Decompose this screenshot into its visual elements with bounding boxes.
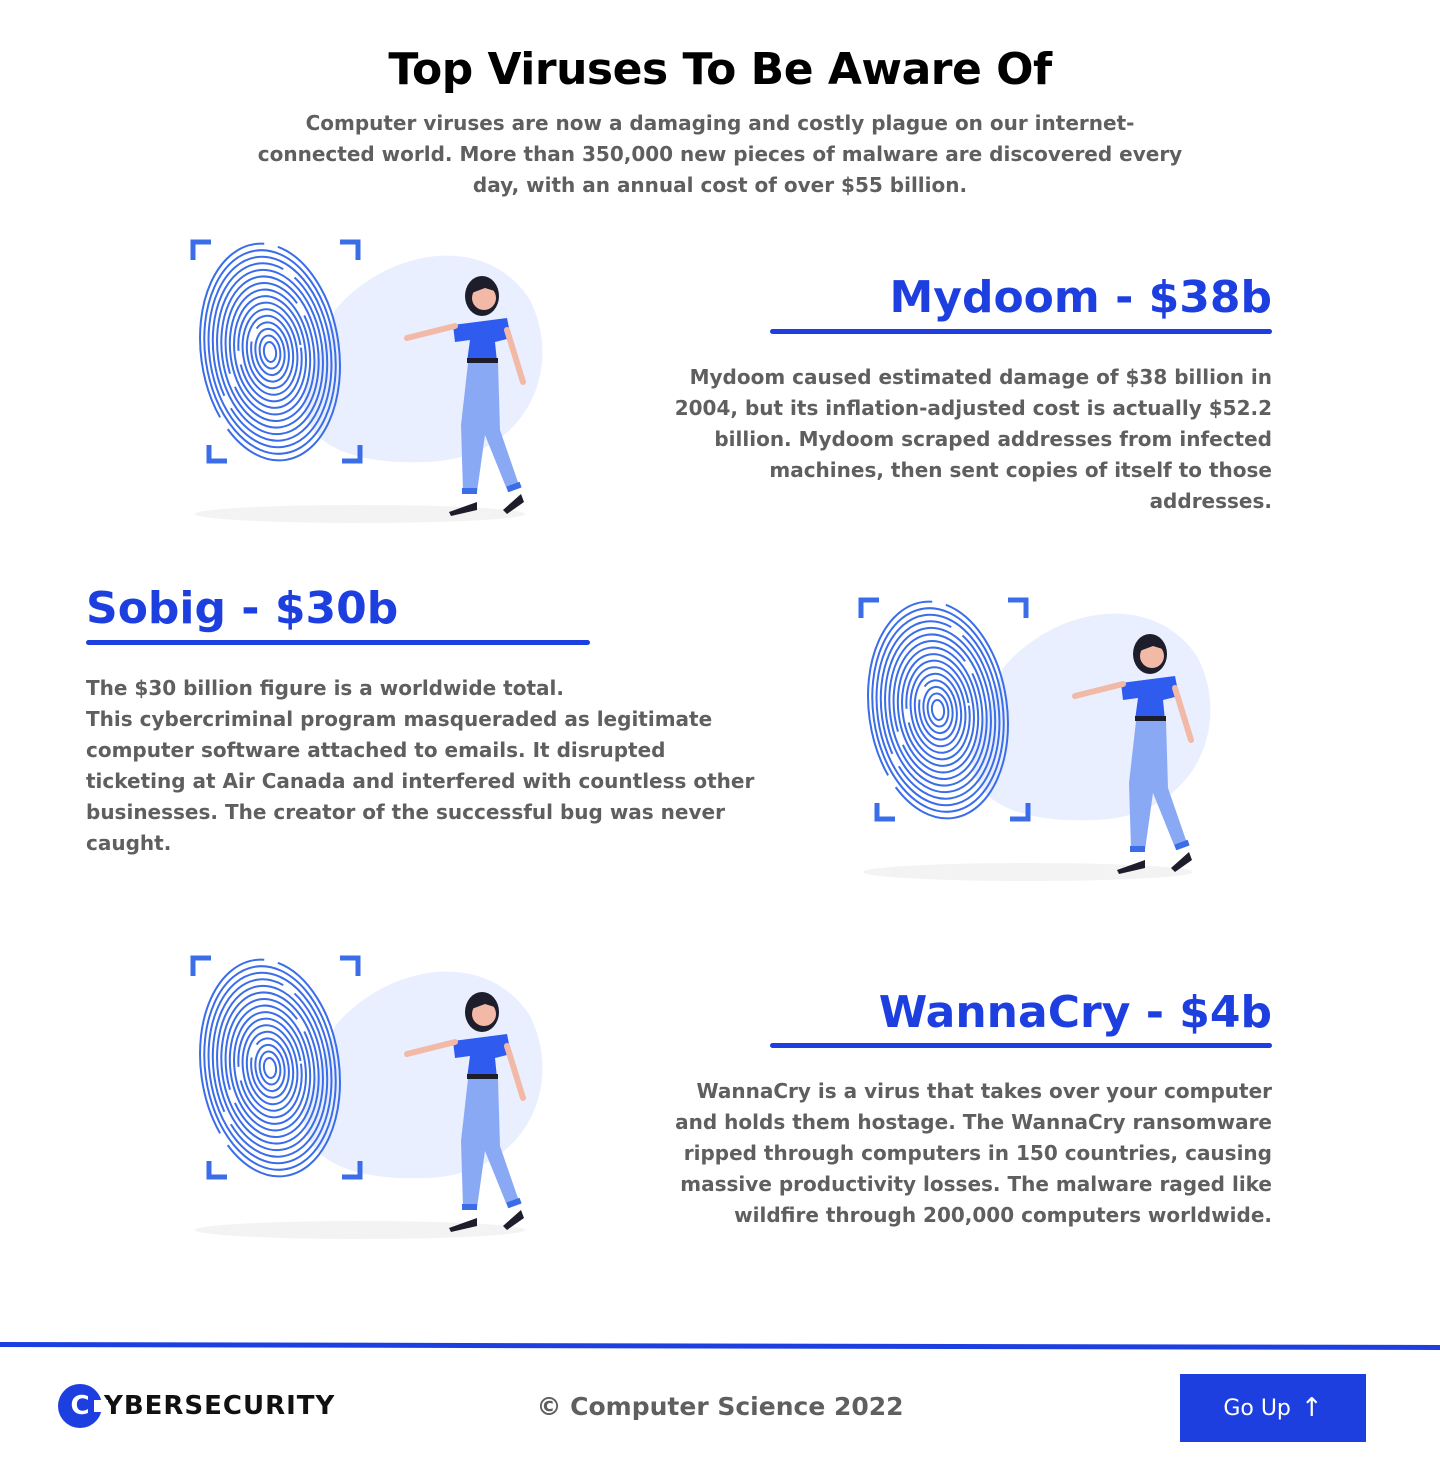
logo-wordmark: YBERSECURITY [104, 1391, 336, 1421]
cybersecurity-logo[interactable]: C YBERSECURITY [58, 1384, 335, 1428]
arrow-up-icon: ↑ [1300, 1393, 1323, 1423]
virus-heading-mydoom: Mydoom - $38b [889, 272, 1272, 323]
virus-heading-wannacry: WannaCry - $4b [878, 987, 1272, 1038]
fingerprint-illustration [853, 588, 1213, 888]
heading-underline [86, 640, 590, 645]
fingerprint-illustration [185, 230, 545, 530]
intro-paragraph: Computer viruses are now a damaging and … [257, 111, 1183, 197]
logo-mark: C [58, 1384, 108, 1428]
heading-underline [770, 329, 1272, 334]
page-title: Top Viruses To Be Aware Of [388, 44, 1052, 95]
copyright-text: © Computer Science 2022 [536, 1392, 904, 1421]
go-up-button[interactable]: Go Up ↑ [1180, 1374, 1366, 1442]
virus-description-wannacry: WannaCry is a virus that takes over your… [675, 1079, 1272, 1227]
virus-description-mydoom: Mydoom caused estimated damage of $38 bi… [674, 365, 1272, 513]
fingerprint-illustration [185, 946, 545, 1246]
footer-divider [0, 1342, 1440, 1351]
description-line: This cybercriminal program masqueraded a… [86, 707, 755, 855]
virus-heading-sobig: Sobig - $30b [86, 583, 399, 634]
heading-underline [770, 1043, 1272, 1048]
virus-description-sobig: The $30 billion figure is a worldwide to… [86, 673, 766, 859]
description-line: The $30 billion figure is a worldwide to… [86, 676, 564, 700]
go-up-label: Go Up [1223, 1395, 1291, 1421]
